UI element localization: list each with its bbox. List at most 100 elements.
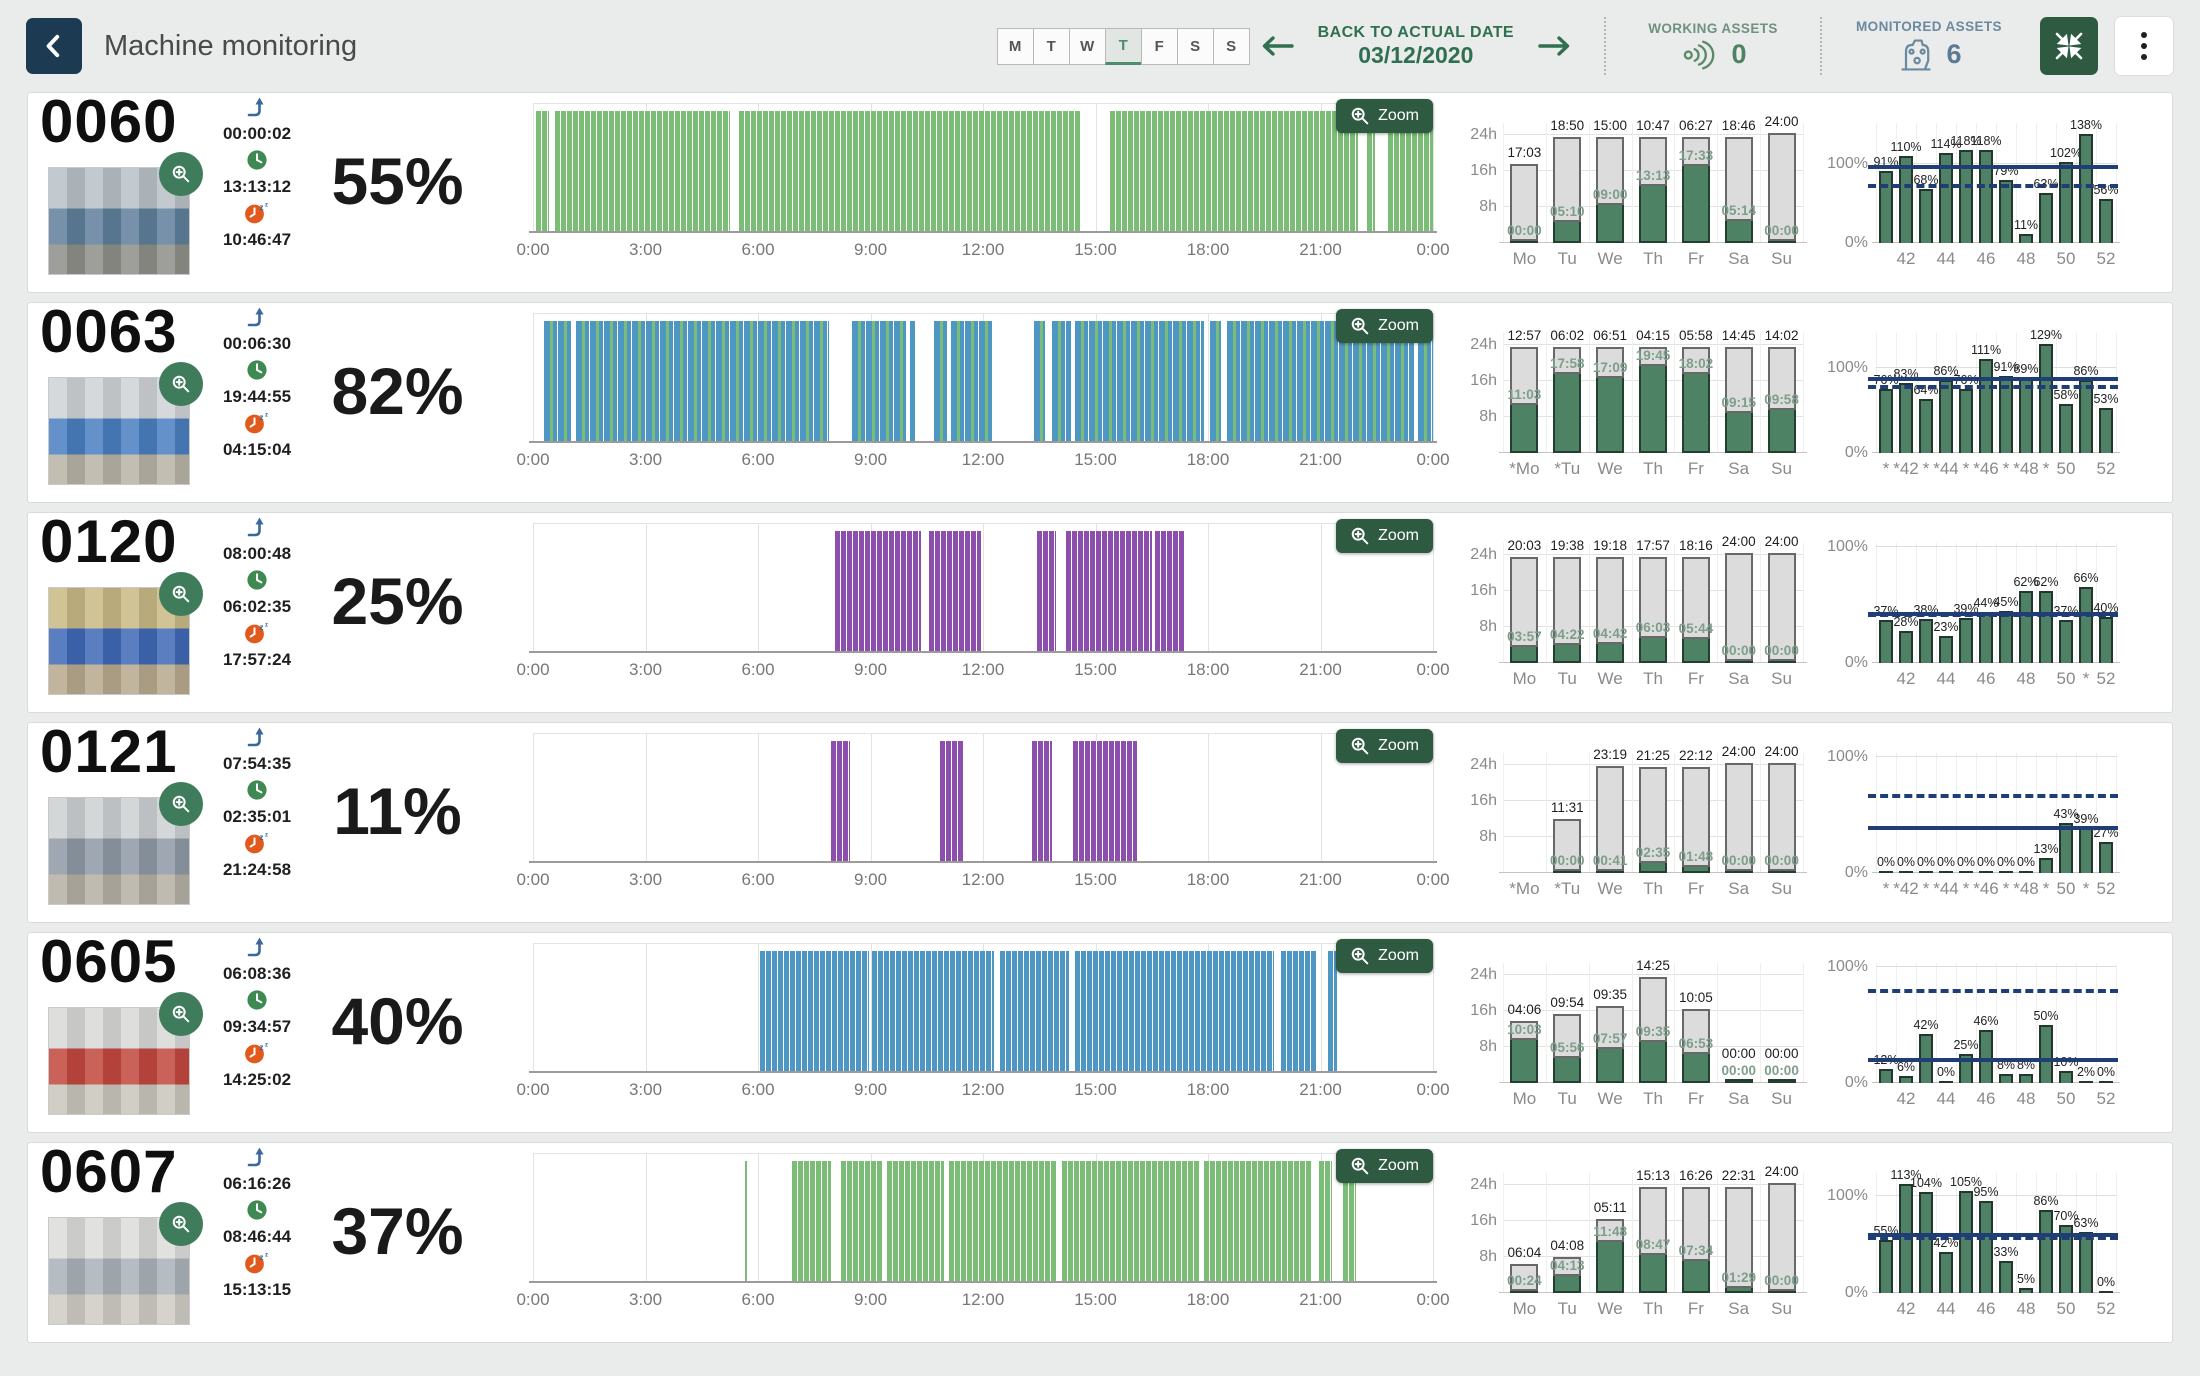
- back-to-date-button[interactable]: BACK TO ACTUAL DATE 03/12/2020: [1318, 24, 1514, 69]
- standby-time: 06:08:36: [222, 964, 292, 983]
- daily-work-bar: [1639, 635, 1667, 663]
- daily-col-gridline: [1631, 963, 1633, 1083]
- day-button-5[interactable]: S: [1176, 27, 1214, 65]
- daily-col-gridline: [1717, 753, 1719, 873]
- zoom-photo-button[interactable]: [159, 152, 203, 196]
- weekly-bar-label: 5%: [2016, 1272, 2036, 1287]
- weekly-bar: [1899, 155, 1913, 243]
- machine-photo[interactable]: [48, 152, 203, 275]
- weekly-bar: [2039, 857, 2053, 873]
- day-button-1[interactable]: T: [1032, 27, 1070, 65]
- next-date-button[interactable]: [1538, 34, 1572, 58]
- daily-work-bar: [1639, 1039, 1667, 1083]
- working-time: 19:44:55: [222, 387, 292, 406]
- daily-work-label: 19:45: [1635, 348, 1671, 364]
- day-button-2[interactable]: W: [1068, 27, 1106, 65]
- daily-work-label: 09:15: [1721, 395, 1756, 411]
- day-button-6[interactable]: S: [1212, 27, 1250, 65]
- daily-idle-bar: [1510, 347, 1539, 406]
- zoom-button-label: Zoom: [1378, 1157, 1419, 1174]
- zoom-button[interactable]: Zoom: [1336, 939, 1433, 973]
- timeline-chart: 0:00 3:00 6:00 9:00 12:00 15:00 18:00 21:00 0:00…: [516, 1143, 1450, 1342]
- timeline-tick-label: 0:00: [1416, 870, 1450, 889]
- timeline-chart: 0:00 3:00 6:00 9:00 12:00 15:00 18:00 21:00 0:00…: [516, 933, 1450, 1132]
- daily-idle-label: 14:02: [1764, 328, 1799, 343]
- timeline-tick-label: 6:00: [741, 240, 775, 259]
- weekly-xtick-label: 52: [2096, 669, 2116, 688]
- day-button-3[interactable]: T: [1104, 27, 1142, 65]
- zoom-button[interactable]: Zoom: [1336, 99, 1433, 133]
- weekly-col-gridline: [1916, 333, 1917, 453]
- weekly-bar: [1899, 630, 1913, 663]
- daily-work-bar: [1596, 1239, 1625, 1293]
- turn-up-arrow-stat: [245, 1145, 269, 1174]
- timeline-gridline: [758, 733, 759, 861]
- daily-work-label: 00:00: [1764, 1273, 1799, 1288]
- collapse-button[interactable]: [2040, 17, 2098, 75]
- timeline-chart: 0:00 3:00 6:00 9:00 12:00 15:00 18:00 21:00 0:00…: [516, 723, 1450, 922]
- daily-col-gridline: [1545, 543, 1547, 663]
- zoom-button[interactable]: Zoom: [1336, 729, 1433, 763]
- timeline-gridline: [533, 313, 534, 441]
- machine-photo[interactable]: [48, 362, 203, 485]
- weekly-bar-label: 118%: [1950, 133, 1982, 148]
- weekly-bar-label: 0%: [2096, 1274, 2116, 1289]
- daily-col-gridline: [1588, 753, 1590, 873]
- timeline-tick-label: 6:00: [741, 450, 775, 469]
- turn-up-arrow-icon: [247, 937, 264, 957]
- weekly-col-gridline: [2036, 753, 2037, 873]
- weekly-percent-chart: 100% 0% 0% * 0% *42 0% * 0% *44 0% * 0% *46 0% * 0% *48 13…: [1827, 723, 2120, 922]
- daily-day-label: Fr: [1687, 669, 1704, 688]
- daily-idle-label: 06:51: [1593, 328, 1628, 343]
- magnifier-plus-icon: [1351, 317, 1369, 335]
- turn-up-arrow-icon: [247, 727, 264, 747]
- machine-photo[interactable]: [48, 992, 203, 1115]
- zoom-photo-button[interactable]: [159, 782, 203, 826]
- daily-work-bar: [1639, 1253, 1667, 1293]
- daily-idle-label: 11:31: [1550, 800, 1584, 816]
- weekly-bar: [1979, 1029, 1993, 1083]
- weekly-xtick-label: *: [1882, 459, 1890, 478]
- timeline-gridline: [645, 523, 647, 651]
- daily-work-label: 17:33: [1678, 148, 1714, 164]
- zoom-button[interactable]: Zoom: [1336, 519, 1433, 553]
- timeline-gridline: [1433, 733, 1434, 861]
- zoom-button[interactable]: Zoom: [1336, 309, 1433, 343]
- svg-text:z: z: [259, 1043, 263, 1052]
- weekly-percent-chart: 100%0%76%*83%*4264%*86%*4476%*111%*4691%…: [1827, 303, 2120, 502]
- weekly-col-gridline: [1996, 123, 1997, 243]
- zoom-photo-button[interactable]: [159, 362, 203, 406]
- prev-date-button[interactable]: [1260, 34, 1294, 58]
- machine-photo[interactable]: [48, 572, 203, 695]
- more-options-button[interactable]: [2114, 16, 2174, 76]
- weekly-col-gridline: [1956, 753, 1957, 873]
- back-button[interactable]: [26, 18, 82, 74]
- weekly-bar: [2019, 234, 2033, 243]
- daily-col-gridline: [1717, 543, 1719, 663]
- timeline-gridline: [983, 733, 984, 861]
- timeline-gridline: [1433, 1153, 1434, 1281]
- daily-idle-label: 06:04: [1507, 1244, 1542, 1260]
- day-button-4[interactable]: F: [1140, 27, 1178, 65]
- divider: [1604, 17, 1606, 75]
- daily-hours-chart: 24h 16h 8h Mo 00:00 17:03 Tu 05:10 18:50 We 09:00 1…: [1453, 93, 1818, 292]
- zoom-photo-button[interactable]: [159, 992, 203, 1036]
- machine-stats: 07:54:35 02:35:01 z z 21:24:58: [196, 725, 318, 884]
- weekly-axis: [1872, 1082, 2120, 1083]
- daily-work-bar: [1553, 1056, 1582, 1083]
- zoom-photo-button[interactable]: [159, 1202, 203, 1246]
- timeline-gridline: [1095, 103, 1097, 231]
- weekly-col-gridline: [2116, 543, 2117, 663]
- daily-work-bar: [1681, 371, 1710, 453]
- weekly-xtick-label: *: [1962, 459, 1970, 478]
- daily-idle-label: 04:15: [1636, 328, 1670, 343]
- machine-photo[interactable]: [48, 1202, 203, 1325]
- zoom-button[interactable]: Zoom: [1336, 1149, 1433, 1183]
- day-button-0[interactable]: M: [996, 27, 1034, 65]
- daily-idle-label: 18:50: [1550, 118, 1585, 133]
- weekly-bar: [1939, 152, 1953, 243]
- clock-icon: [247, 570, 267, 590]
- machine-photo[interactable]: [48, 782, 203, 905]
- zoom-photo-button[interactable]: [159, 572, 203, 616]
- daily-col-gridline: [1674, 1173, 1676, 1293]
